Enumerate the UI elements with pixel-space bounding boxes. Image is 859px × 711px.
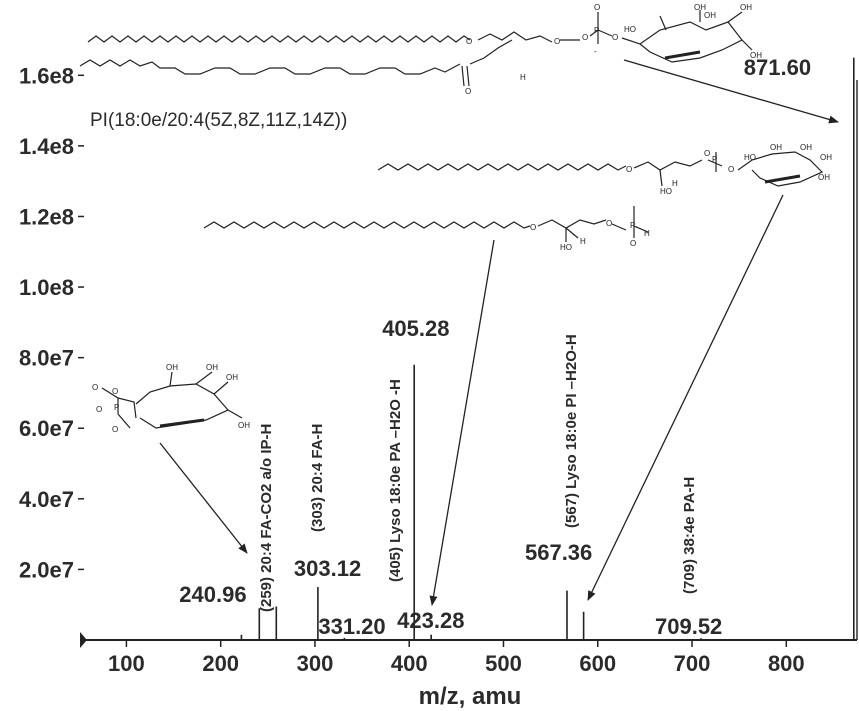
- y-tick-label: 1.0e8: [19, 275, 74, 300]
- svg-text:H: H: [580, 237, 586, 246]
- arrow-to-423: [429, 239, 495, 606]
- svg-text:HO: HO: [660, 187, 672, 196]
- fragment-annotations: (259) 20:4 FA-CO2 a/o IP-H (303) 20:4 FA…: [258, 334, 698, 612]
- svg-text:O: O: [96, 405, 102, 414]
- svg-text:H: H: [520, 73, 526, 82]
- peak-label: 240.96: [179, 582, 246, 607]
- x-tick-label: 300: [297, 651, 334, 676]
- svg-text:OH: OH: [818, 173, 830, 182]
- svg-text:OH: OH: [206, 363, 218, 372]
- svg-text:OH: OH: [770, 143, 782, 152]
- y-tick-labels: 2.0e7 4.0e7 6.0e7 8.0e7 1.0e8 1.2e8 1.4e8 1.6e8: [19, 63, 84, 582]
- y-tick-label: 4.0e7: [19, 487, 74, 512]
- x-axis-label: m/z, amu: [419, 683, 522, 710]
- svg-text:HO: HO: [560, 243, 572, 252]
- structure-lyso-pi: O O P O HO H HO OH OH OH OH: [377, 143, 832, 196]
- y-tick-label: 8.0e7: [19, 346, 74, 371]
- svg-text:P: P: [630, 221, 635, 230]
- svg-text:O: O: [112, 387, 118, 396]
- peak-label: 331.20: [318, 614, 385, 639]
- svg-text:OH: OH: [820, 153, 832, 162]
- structure-inositol-phosphate: O O P O O OH OH OH OH: [92, 363, 250, 434]
- fragment-annotation: (259) 20:4 FA-CO2 a/o IP-H: [258, 424, 275, 612]
- y-tick-label: 1.2e8: [19, 204, 74, 229]
- svg-text:O: O: [465, 87, 471, 96]
- svg-text:O: O: [530, 223, 536, 232]
- structure-parent-pi: O O O O P O O - H HO OH OH OH OH: [79, 3, 762, 96]
- y-tick-label: 1.4e8: [19, 134, 74, 159]
- y-tick-label: 1.6e8: [19, 63, 74, 88]
- fragment-annotation: (709) 38:4e PA-H: [681, 477, 698, 594]
- svg-text:O: O: [92, 383, 98, 392]
- svg-text:O: O: [626, 165, 632, 174]
- peak-label: 567.36: [525, 540, 592, 565]
- peak-labels: 240.96 303.12 331.20 405.28 423.28 567.36 709.…: [179, 55, 811, 639]
- peak-label: 405.28: [382, 316, 449, 341]
- x-tick-label: 800: [768, 651, 805, 676]
- peak-label: 423.28: [397, 608, 464, 633]
- svg-text:O: O: [606, 219, 612, 228]
- arrow-to-871: [623, 59, 839, 124]
- svg-text:O: O: [630, 239, 636, 248]
- x-tick-label: 200: [202, 651, 239, 676]
- fragment-annotation: (405) Lyso 18:0e PA –H2O -H: [387, 379, 404, 582]
- svg-text:OH: OH: [704, 11, 716, 20]
- svg-text:P: P: [712, 155, 717, 164]
- svg-text:OH: OH: [226, 373, 238, 382]
- svg-text:-: -: [594, 47, 597, 56]
- peak-label: 303.12: [294, 556, 361, 581]
- x-tick-label: 600: [579, 651, 616, 676]
- x-tick-label: 100: [108, 651, 145, 676]
- svg-text:OH: OH: [740, 3, 752, 12]
- svg-text:O: O: [466, 37, 472, 46]
- svg-text:P: P: [594, 26, 599, 35]
- svg-text:O: O: [554, 37, 560, 46]
- x-tick-label: 500: [485, 651, 522, 676]
- svg-text:O: O: [582, 33, 588, 42]
- fragment-annotation: (567) Lyso 18:0e PI –H2O-H: [563, 334, 580, 528]
- svg-text:OH: OH: [750, 51, 762, 60]
- chart-axes: [80, 80, 858, 648]
- svg-text:O: O: [112, 425, 118, 434]
- svg-text:H: H: [644, 229, 650, 238]
- arrow-to-585: [587, 194, 784, 601]
- svg-text:OH: OH: [800, 143, 812, 152]
- svg-text:O: O: [594, 3, 600, 12]
- svg-text:HO: HO: [624, 25, 636, 34]
- annotation-arrows: [159, 59, 839, 606]
- origin-marker: [80, 632, 87, 648]
- svg-text:OH: OH: [166, 363, 178, 372]
- spectrum-peaks: [240, 57, 855, 640]
- fragment-annotation: (303) 20:4 FA-H: [309, 424, 326, 532]
- peak-label: 871.60: [744, 55, 811, 80]
- svg-text:OH: OH: [694, 3, 706, 12]
- arrow-to-241: [159, 442, 248, 554]
- svg-text:H: H: [672, 179, 678, 188]
- x-tick-label: 700: [674, 651, 711, 676]
- chart-title: PI(18:0e/20:4(5Z,8Z,11Z,14Z)): [90, 110, 347, 131]
- svg-text:O: O: [704, 149, 710, 158]
- peak-label: 709.52: [655, 614, 722, 639]
- svg-text:O: O: [612, 33, 618, 42]
- y-tick-label: 6.0e7: [19, 416, 74, 441]
- svg-text:P: P: [114, 403, 119, 412]
- svg-text:O: O: [728, 165, 734, 174]
- x-tick-label: 400: [391, 651, 428, 676]
- svg-text:OH: OH: [238, 421, 250, 430]
- y-tick-label: 2.0e7: [19, 557, 74, 582]
- x-tick-labels: 100 200 300 400 500 600 700 800: [108, 640, 805, 676]
- svg-text:HO: HO: [744, 153, 756, 162]
- structure-lyso-pa: O O P H O HO H: [203, 206, 650, 252]
